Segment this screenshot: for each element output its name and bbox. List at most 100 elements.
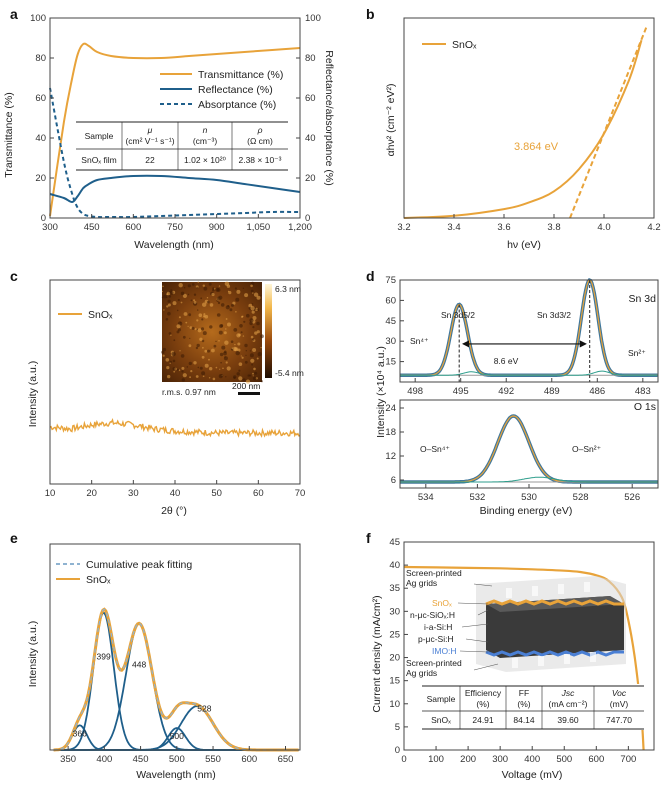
a-ytick-label: 100 <box>30 13 46 24</box>
c-afm-grain <box>193 299 196 302</box>
d-top-ytick-label: 30 <box>385 336 396 347</box>
c-afm-grain <box>247 374 250 377</box>
e-xtick-label: 500 <box>169 754 185 765</box>
c-afm-grain <box>219 352 224 357</box>
c-afm-grain <box>167 311 171 316</box>
c-afm-grain <box>251 363 254 366</box>
a-axes: 300 450 600 750 900 1,050 1,200020406080100020… <box>30 13 321 233</box>
a-right-ytick-label: 0 <box>305 213 310 224</box>
a-table-h-rho: ρ <box>257 125 263 135</box>
c-afm-grain <box>180 354 185 358</box>
c-xtick-label: 20 <box>86 488 97 499</box>
f-xtick-label: 500 <box>556 754 572 765</box>
d-bottom-xtick-label: 530 <box>521 492 537 503</box>
a-ytick-label: 0 <box>41 213 46 224</box>
b-plot-area <box>403 26 648 219</box>
c-afm-grain <box>250 289 254 293</box>
f-layer-6: IMO:H <box>432 646 457 656</box>
c-afm-grain <box>166 366 170 370</box>
b-xtick-label: 3.4 <box>447 222 460 233</box>
c-afm-grain <box>190 370 193 373</box>
a-table-h-sample: Sample <box>85 131 114 141</box>
c-afm-grain <box>193 293 197 296</box>
c-afm-grain <box>242 315 244 317</box>
panel-b: b 3.2 3.4 3.6 3.8 4.0 4.2 hν (eV) αhν² (cm⁻² … <box>336 0 671 262</box>
c-afm-grain <box>232 301 236 305</box>
d-bottom-ytick-label: 18 <box>385 427 396 438</box>
e-xtick-label: 650 <box>278 754 294 765</box>
c-afm-grain <box>172 359 176 363</box>
c-afm-grain <box>234 287 237 290</box>
c-afm-grain <box>168 291 170 293</box>
panel-letter-a: a <box>10 6 18 22</box>
c-afm-grain <box>208 377 211 379</box>
c-afm-grain <box>196 286 199 289</box>
a-right-ytick-label: 40 <box>305 133 316 144</box>
c-afm-grain <box>177 368 180 371</box>
c-afm-grain <box>216 296 221 301</box>
f-table: Sample Efficiency (%) FF (%) Jsc (mA cm⁻… <box>422 684 644 730</box>
c-afm-grain <box>257 352 262 357</box>
a-right-ytick-label: 80 <box>305 53 316 64</box>
c-afm-grain <box>231 303 234 307</box>
c-afm-grain <box>238 376 243 381</box>
e-axes: 350 400 450 500 550 600 650 <box>49 543 301 765</box>
c-afm-grain <box>242 287 245 289</box>
c-afm-grain <box>251 310 255 314</box>
a-right-ytick-label: 100 <box>305 13 321 24</box>
a-legend-a: Absorptance (%) <box>198 99 276 111</box>
a-table-sample: SnOₓ film <box>81 155 116 165</box>
f-table-h-jsc: Jsc <box>561 688 576 698</box>
c-afm-grain <box>216 313 221 317</box>
c-afm-grain <box>193 301 197 304</box>
d-bottom-label-2: O–Sn²⁺ <box>572 444 602 454</box>
chart-c: 10 20 30 40 50 60 70 2θ (°) Intensity (a.u.) S… <box>27 279 305 517</box>
f-layer-3: n-μc-SiOₓ:H <box>410 610 455 620</box>
c-afm-grain <box>252 338 255 341</box>
c-afm-grain <box>244 360 248 364</box>
c-afm-grain <box>166 291 171 296</box>
a-series-transmittance <box>49 42 301 217</box>
c-afm-grain <box>225 318 228 320</box>
c-afm-grain <box>195 375 199 378</box>
c-afm-scalebar-label: 200 nm <box>232 381 260 391</box>
a-table-mu: 22 <box>145 155 155 165</box>
c-afm-grain <box>165 358 170 362</box>
c-afm-grain <box>221 345 226 350</box>
c-afm-grain <box>253 367 256 371</box>
c-afm-min: -5.4 nm <box>275 368 304 378</box>
c-afm-grain <box>215 287 220 292</box>
c-afm-grain <box>225 361 228 364</box>
e-legend-snox: SnOₓ <box>86 574 111 586</box>
c-afm-grain <box>166 305 169 308</box>
c-afm-colorbar <box>265 284 272 378</box>
c-afm-grain <box>187 325 189 327</box>
c-afm-grain <box>203 313 206 316</box>
b-legend: SnOₓ <box>452 39 477 51</box>
c-afm-grain <box>256 295 261 300</box>
d-top-sn4: Sn⁴⁺ <box>410 336 429 346</box>
c-afm-grain <box>161 296 164 299</box>
c-afm-grain <box>177 328 181 332</box>
c-afm-grain <box>172 301 177 306</box>
f-table-voc: 747.70 <box>606 715 632 725</box>
f-table-h-eff: Efficiency <box>465 688 502 698</box>
c-afm-grain <box>250 358 255 363</box>
c-afm-grain <box>185 321 188 324</box>
c-afm-grain <box>252 372 254 375</box>
c-afm-grain <box>241 356 244 359</box>
b-xlabel: hν (eV) <box>507 239 541 251</box>
d-top-sn2-component <box>400 370 658 376</box>
d-ylabel: Intensity (×10⁴ a.u.) <box>375 346 387 438</box>
a-table-h-mu-unit: (cm² V⁻¹ s⁻¹) <box>125 136 174 146</box>
d-top-ytick-label: 45 <box>385 316 396 327</box>
f-table-h-jsc-unit: (mA cm⁻²) <box>549 699 588 709</box>
e-peak-label: 500 <box>170 731 184 741</box>
a-ytick-label: 80 <box>35 53 46 64</box>
d-top-xtick-label: 492 <box>498 386 514 397</box>
c-afm-grain <box>188 344 192 348</box>
c-afm-grain <box>208 358 210 361</box>
c-afm-grain <box>249 318 254 323</box>
c-afm-grain <box>177 298 180 302</box>
c-afm-grain <box>252 292 254 294</box>
